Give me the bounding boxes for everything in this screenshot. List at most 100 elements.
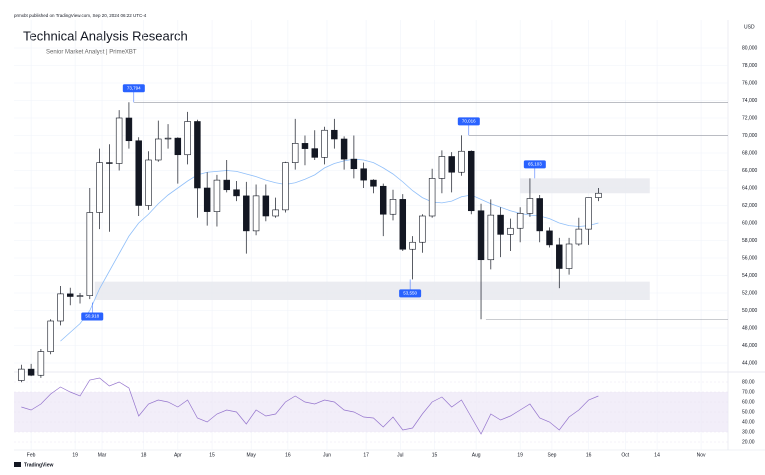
candle-body <box>331 129 338 140</box>
rsi-tick-label: 50.00 <box>742 409 755 415</box>
candle-body <box>37 351 45 376</box>
x-tick-label: Oct <box>621 452 629 458</box>
y-tick-label: 62,000 <box>742 203 758 209</box>
candle-body <box>487 214 495 261</box>
rsi-tick-label: 80.00 <box>742 379 755 385</box>
annotation-box <box>399 289 422 298</box>
candle-body <box>409 241 416 250</box>
zone <box>94 281 650 300</box>
candle-body <box>86 212 94 296</box>
candle-body <box>301 143 309 149</box>
y-tick-label: 50,000 <box>742 308 758 314</box>
y-tick-label: 68,000 <box>742 150 758 156</box>
y-tick-label: 72,000 <box>742 115 758 121</box>
x-tick-label: 16 <box>586 452 592 458</box>
zone <box>520 178 650 194</box>
x-tick-label: Aug <box>472 452 481 458</box>
candle-body <box>47 320 54 352</box>
candle-body <box>282 162 289 211</box>
y-tick-label: 64,000 <box>742 185 758 191</box>
logo-text: TradingView <box>24 462 53 468</box>
candle-body <box>379 185 387 215</box>
candle-body <box>448 156 455 173</box>
rsi-tick-label: 20.00 <box>742 439 755 445</box>
candle-body <box>291 143 299 163</box>
candle-body <box>155 138 162 161</box>
candle-body <box>370 179 377 187</box>
candle-body <box>194 121 201 189</box>
annotation-box <box>122 84 145 93</box>
candle-body <box>556 244 563 269</box>
candle-body <box>340 138 348 160</box>
candle-body <box>311 148 318 158</box>
annotation-label: 50,918 <box>85 314 99 319</box>
y-tick-label: 58,000 <box>742 238 758 244</box>
candle-body <box>96 162 103 213</box>
x-tick-label: 14 <box>654 452 660 458</box>
candle-body <box>399 199 407 250</box>
candle-body <box>497 214 504 235</box>
candle-body <box>213 179 221 212</box>
candle-body <box>536 198 543 232</box>
x-tick-label: 15 <box>209 452 215 458</box>
candle-body <box>468 150 475 212</box>
candle-body <box>262 195 270 217</box>
x-tick-label: Nov <box>697 452 706 458</box>
y-tick-label: 44,000 <box>742 360 758 366</box>
candle-body <box>184 121 191 156</box>
candle-body <box>546 230 553 246</box>
candle-body <box>223 179 230 191</box>
rsi-tick-label: 60.00 <box>742 399 755 405</box>
annotation-box <box>457 117 480 126</box>
candle-body <box>428 178 436 217</box>
annotation-label: 53,550 <box>403 291 417 296</box>
candle-body <box>458 150 465 173</box>
x-tick-label: Mar <box>98 452 107 458</box>
annotation-box <box>523 160 546 169</box>
x-tick-label: 19 <box>517 452 523 458</box>
candle-body <box>565 243 573 269</box>
candle-body <box>76 295 84 297</box>
publisher: prmxbt published on TradingView.com, Sep… <box>14 13 147 18</box>
candle-body <box>106 162 113 164</box>
candle-body <box>389 199 397 215</box>
candle-body <box>360 168 367 181</box>
y-tick-label: 78,000 <box>742 63 758 69</box>
y-tick-label: 46,000 <box>742 343 758 349</box>
candle-body <box>272 209 279 217</box>
candle-body <box>27 368 35 376</box>
candle-body <box>57 293 64 322</box>
candle-body <box>67 293 74 297</box>
logo-icon <box>14 462 21 467</box>
candle-body <box>516 213 524 229</box>
candle-body <box>575 228 583 245</box>
candle-body <box>233 189 240 197</box>
candle-body <box>595 192 602 198</box>
candle-body <box>477 210 485 261</box>
candle-body <box>18 368 25 381</box>
annotation-label: 73,794 <box>127 85 141 90</box>
y-tick-label: 56,000 <box>742 255 758 261</box>
annotation-label: 65,103 <box>528 162 542 167</box>
chart-title: Technical Analysis Research <box>23 28 188 43</box>
y-tick-label: 80,000 <box>742 45 758 51</box>
chart-subtitle: Senior Market Analyst | PrimeXBT <box>46 50 137 56</box>
y-tick-label: 54,000 <box>742 273 758 279</box>
candle-body <box>145 159 152 206</box>
annotation-label: 70,016 <box>462 119 476 124</box>
candle-body <box>507 227 514 235</box>
candle-body <box>350 158 358 170</box>
x-tick-label: Feb <box>27 452 36 458</box>
candle-body <box>252 195 260 232</box>
candle-body <box>585 197 592 230</box>
x-tick-label: May <box>246 452 256 458</box>
y-tick-label: 70,000 <box>742 133 758 139</box>
y-tick-label: 76,000 <box>742 80 758 86</box>
candle-body <box>321 129 328 158</box>
logo: TradingView <box>14 462 53 468</box>
candle-body <box>174 137 182 156</box>
candle-body <box>203 187 211 212</box>
candle-body <box>438 156 446 179</box>
y-tick-label: 66,000 <box>742 168 758 174</box>
